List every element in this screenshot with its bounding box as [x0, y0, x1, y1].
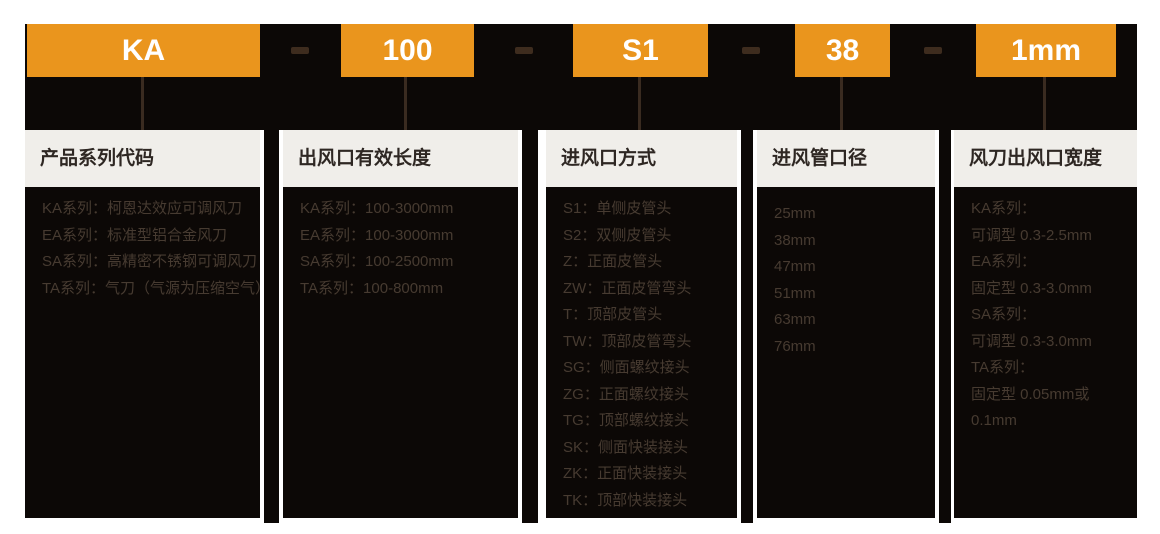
column-divider	[939, 130, 951, 523]
spec-item: 25mm	[774, 205, 816, 222]
spec-item: ZK：正面快装接头	[563, 465, 688, 482]
spec-item: TK：顶部快装接头	[563, 491, 688, 509]
column-product-series: 产品系列代码 KA系列：柯恩达效应可调风刀 EA系列：标准型铝合金风刀 SA系列…	[25, 130, 271, 518]
spec-item: S1：单侧皮管头	[563, 200, 672, 217]
spec-item: 51mm	[774, 284, 816, 302]
column-body: 25mm 38mm 47mm 51mm 63mm 76mm	[757, 187, 935, 518]
spec-item: S2：双侧皮管头	[563, 226, 672, 244]
column-divider	[741, 130, 753, 523]
column-body: S1：单侧皮管头 S2：双侧皮管头 Z：正面皮管头 ZW：正面皮管弯头 T：顶部…	[546, 187, 737, 518]
column-outlet-length: 出风口有效长度 KA系列：100-3000mm EA系列：100-3000mm …	[283, 130, 518, 518]
spec-item: SA系列：	[971, 306, 1037, 323]
spec-item: SK：侧面快装接头	[563, 438, 689, 456]
segment-100: 100	[341, 24, 474, 77]
spec-item: 38mm	[774, 231, 816, 249]
segment-1mm: 1mm	[976, 24, 1116, 77]
column-title: 出风口有效长度	[283, 130, 518, 187]
segment-s1: S1	[573, 24, 708, 77]
column-outlet-width: 风刀出风口宽度 KA系列： 可调型 0.3-2.5mm EA系列： 固定型 0.…	[954, 130, 1137, 518]
model-code-bar: KA 100 S1 38 1mm	[25, 24, 1137, 130]
spec-item: 固定型 0.05mm或	[971, 385, 1090, 403]
spec-item: ZG：正面螺纹接头	[563, 385, 689, 403]
spec-item: TA系列：气刀（气源为压缩空气）	[42, 279, 271, 297]
spec-item: 76mm	[774, 337, 816, 355]
column-title: 进风管口径	[757, 130, 935, 187]
dash-separator	[515, 47, 533, 54]
connector-line	[638, 77, 641, 130]
connector-line	[1043, 77, 1046, 130]
column-divider	[522, 130, 538, 523]
dash-separator	[742, 47, 760, 54]
column-body: KA系列：柯恩达效应可调风刀 EA系列：标准型铝合金风刀 SA系列：高精密不锈钢…	[25, 187, 271, 518]
spec-item: EA系列：	[971, 253, 1037, 270]
dash-separator	[291, 47, 309, 54]
spec-item: KA系列：柯恩达效应可调风刀	[42, 200, 243, 217]
spec-item: TA系列：	[971, 359, 1035, 376]
spec-item: 63mm	[774, 311, 816, 328]
column-title: 进风口方式	[546, 130, 737, 187]
spec-item: TA系列：100-800mm	[300, 279, 444, 297]
column-divider	[264, 130, 279, 523]
spec-item: 47mm	[774, 258, 816, 275]
segment-ka: KA	[27, 24, 260, 77]
connector-line	[840, 77, 843, 130]
spec-item: Z：正面皮管头	[563, 253, 663, 270]
spec-item: SA系列：100-2500mm	[300, 253, 454, 270]
column-body: KA系列： 可调型 0.3-2.5mm EA系列： 固定型 0.3-3.0mm …	[954, 187, 1137, 518]
spec-item: TW：顶部皮管弯头	[563, 332, 692, 350]
spec-item: KA系列：	[971, 200, 1037, 217]
spec-item: ZW：正面皮管弯头	[563, 279, 692, 297]
spec-item: TG：顶部螺纹接头	[563, 412, 689, 429]
spec-item: EA系列：标准型铝合金风刀	[42, 226, 228, 244]
column-title: 产品系列代码	[25, 130, 260, 187]
spec-item: SA系列：高精密不锈钢可调风刀	[42, 253, 258, 270]
column-inlet-diameter: 进风管口径 25mm 38mm 47mm 51mm 63mm 76mm	[757, 130, 935, 518]
connector-line	[141, 77, 144, 130]
column-title: 风刀出风口宽度	[954, 130, 1137, 187]
spec-item: SG：侧面螺纹接头	[563, 359, 690, 376]
column-inlet-type: 进风口方式 S1：单侧皮管头 S2：双侧皮管头 Z：正面皮管头 ZW：正面皮管弯…	[546, 130, 737, 518]
spec-item: 0.1mm	[971, 412, 1017, 429]
spec-item: EA系列：100-3000mm	[300, 226, 454, 244]
spec-item: 可调型 0.3-2.5mm	[971, 226, 1092, 244]
spec-item: 可调型 0.3-3.0mm	[971, 332, 1092, 350]
segment-38: 38	[795, 24, 890, 77]
spec-item: T：顶部皮管头	[563, 306, 663, 323]
spec-item: 固定型 0.3-3.0mm	[971, 279, 1092, 297]
spec-item: KA系列：100-3000mm	[300, 200, 454, 217]
dash-separator	[924, 47, 942, 54]
connector-line	[404, 77, 407, 130]
column-body: KA系列：100-3000mm EA系列：100-3000mm SA系列：100…	[283, 187, 518, 518]
